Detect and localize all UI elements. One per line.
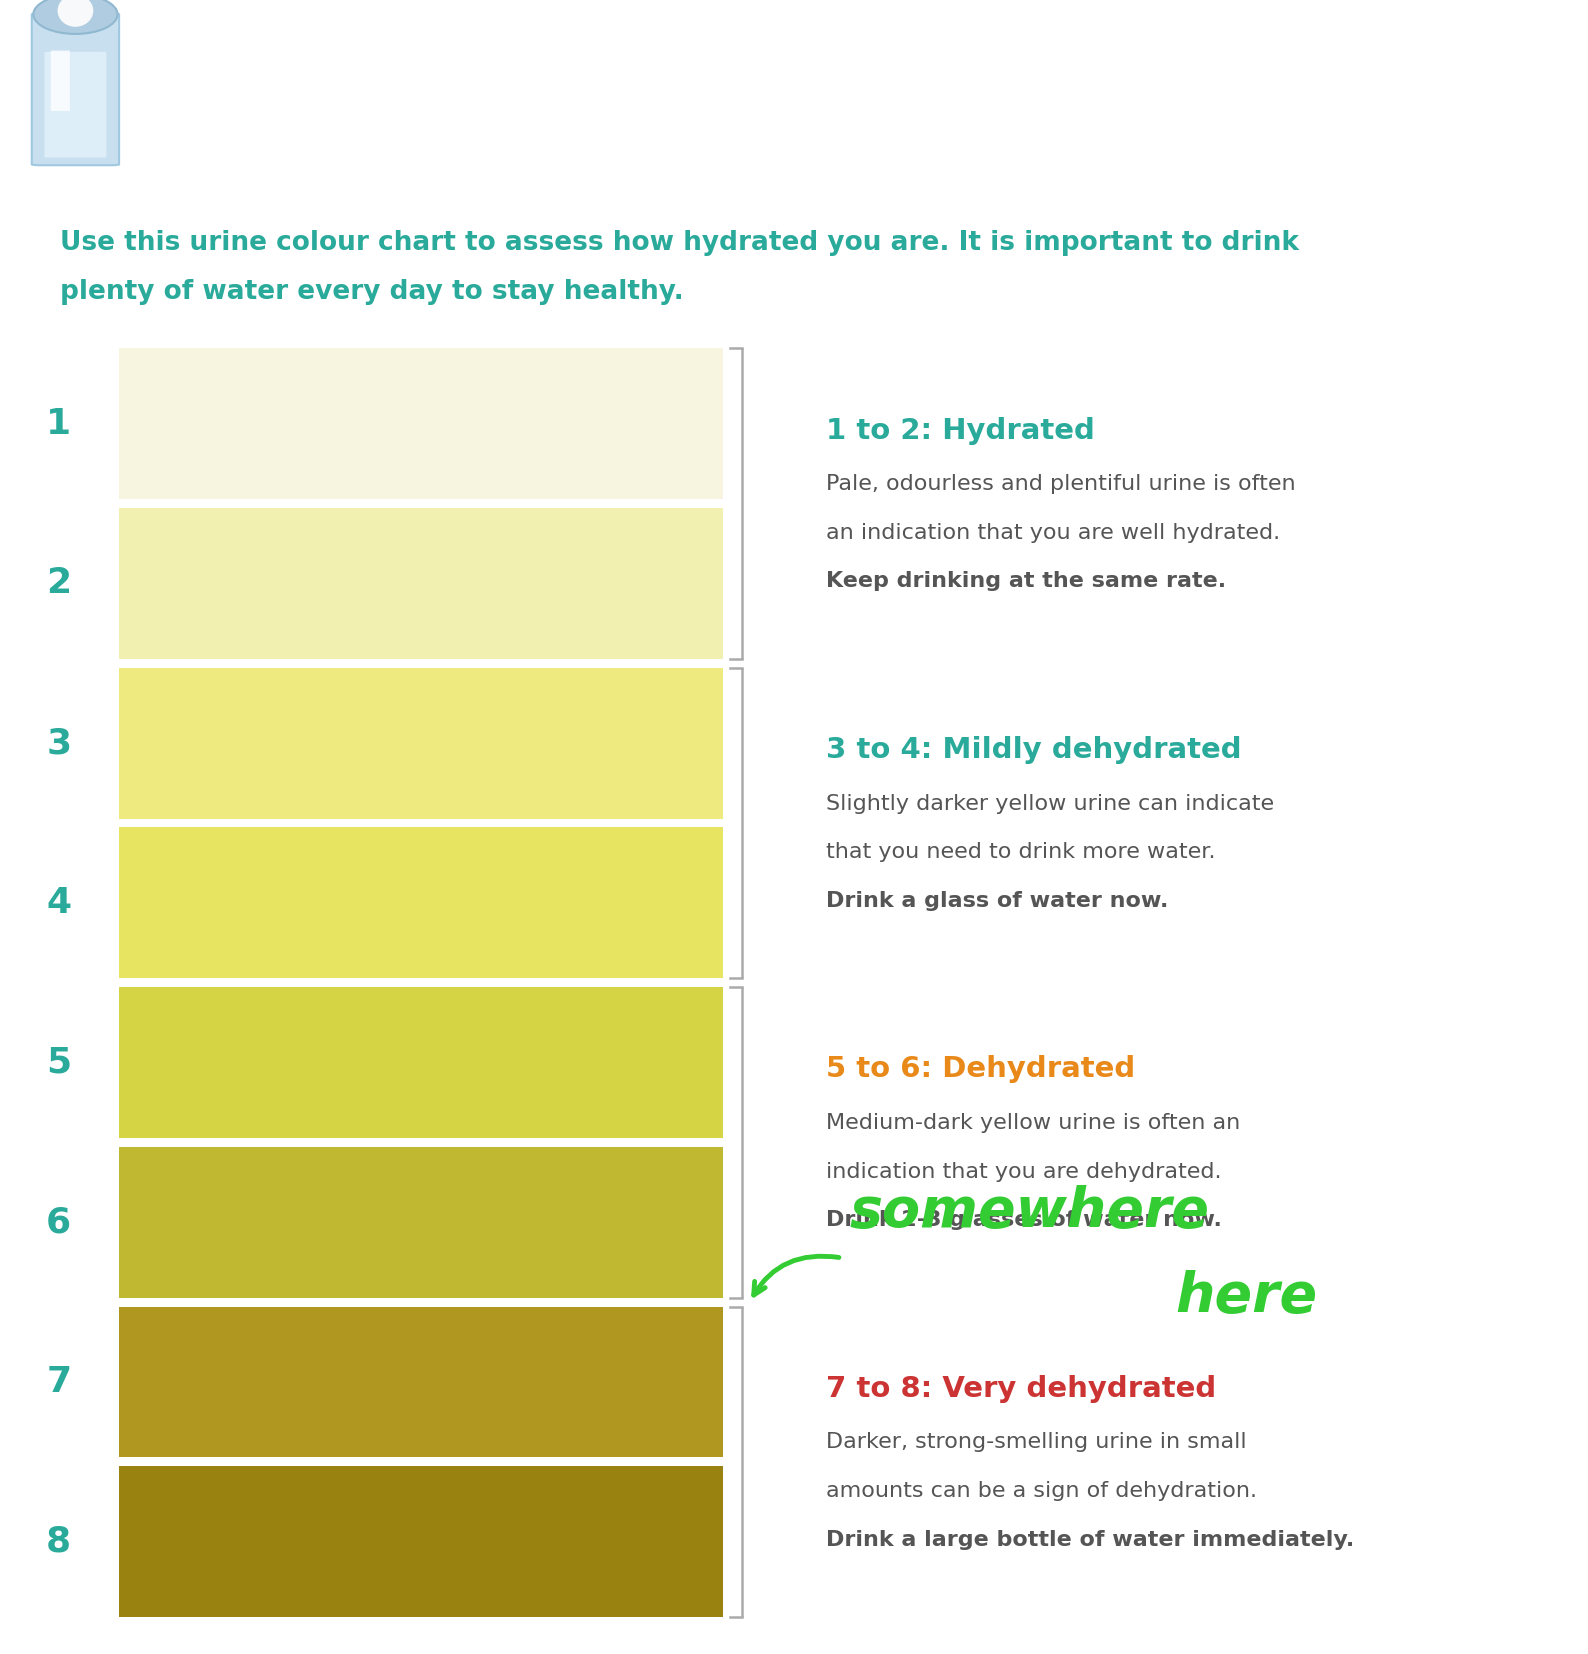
- Text: Use this urine colour chart to assess how hydrated you are. It is important to d: Use this urine colour chart to assess ho…: [60, 230, 1299, 256]
- Text: 5: 5: [46, 1045, 71, 1080]
- Text: 1 to 2: Hydrated: 1 to 2: Hydrated: [826, 417, 1094, 445]
- Text: Drink a large bottle of water immediately.: Drink a large bottle of water immediatel…: [826, 1530, 1355, 1550]
- Text: Keep drinking at the same rate.: Keep drinking at the same rate.: [826, 572, 1226, 592]
- Bar: [119, 1307, 723, 1457]
- Text: 3 to 4: Mildly dehydrated: 3 to 4: Mildly dehydrated: [826, 736, 1242, 764]
- Bar: [119, 1146, 723, 1298]
- Text: an indication that you are well hydrated.: an indication that you are well hydrated…: [826, 523, 1280, 543]
- Text: plenty of water every day to stay healthy.: plenty of water every day to stay health…: [60, 280, 684, 304]
- Text: somewhere: somewhere: [850, 1184, 1210, 1239]
- Text: Drink 2-3 glasses of water now.: Drink 2-3 glasses of water now.: [826, 1211, 1221, 1231]
- Bar: [119, 1465, 723, 1618]
- Bar: [119, 827, 723, 978]
- Text: 2: 2: [46, 566, 71, 600]
- Bar: [119, 508, 723, 658]
- Text: Drink a glass of water now.: Drink a glass of water now.: [826, 892, 1169, 911]
- Ellipse shape: [57, 0, 94, 26]
- Text: Slightly darker yellow urine can indicate: Slightly darker yellow urine can indicat…: [826, 794, 1274, 814]
- Text: amounts can be a sign of dehydration.: amounts can be a sign of dehydration.: [826, 1480, 1256, 1502]
- Text: Am I drinking enough water?: Am I drinking enough water?: [151, 61, 1397, 136]
- FancyBboxPatch shape: [32, 13, 119, 165]
- Text: Pale, odourless and plentiful urine is often: Pale, odourless and plentiful urine is o…: [826, 475, 1296, 495]
- Text: that you need to drink more water.: that you need to drink more water.: [826, 842, 1215, 862]
- Bar: [119, 349, 723, 500]
- Text: 3: 3: [46, 726, 71, 761]
- Text: here: here: [1175, 1270, 1316, 1325]
- Text: indication that you are dehydrated.: indication that you are dehydrated.: [826, 1161, 1221, 1181]
- Text: 1: 1: [46, 407, 71, 440]
- Ellipse shape: [33, 0, 118, 35]
- Text: 7: 7: [46, 1365, 71, 1399]
- Text: 5 to 6: Dehydrated: 5 to 6: Dehydrated: [826, 1055, 1135, 1083]
- Text: 7 to 8: Very dehydrated: 7 to 8: Very dehydrated: [826, 1374, 1216, 1403]
- Text: Medium-dark yellow urine is often an: Medium-dark yellow urine is often an: [826, 1113, 1240, 1133]
- Text: 6: 6: [46, 1206, 71, 1239]
- FancyArrowPatch shape: [754, 1255, 838, 1295]
- Text: 4: 4: [46, 887, 71, 920]
- Text: 8: 8: [46, 1525, 71, 1558]
- FancyBboxPatch shape: [51, 51, 70, 111]
- Bar: [119, 668, 723, 819]
- Text: Darker, strong-smelling urine in small: Darker, strong-smelling urine in small: [826, 1432, 1247, 1452]
- FancyBboxPatch shape: [44, 51, 106, 157]
- Bar: [119, 987, 723, 1138]
